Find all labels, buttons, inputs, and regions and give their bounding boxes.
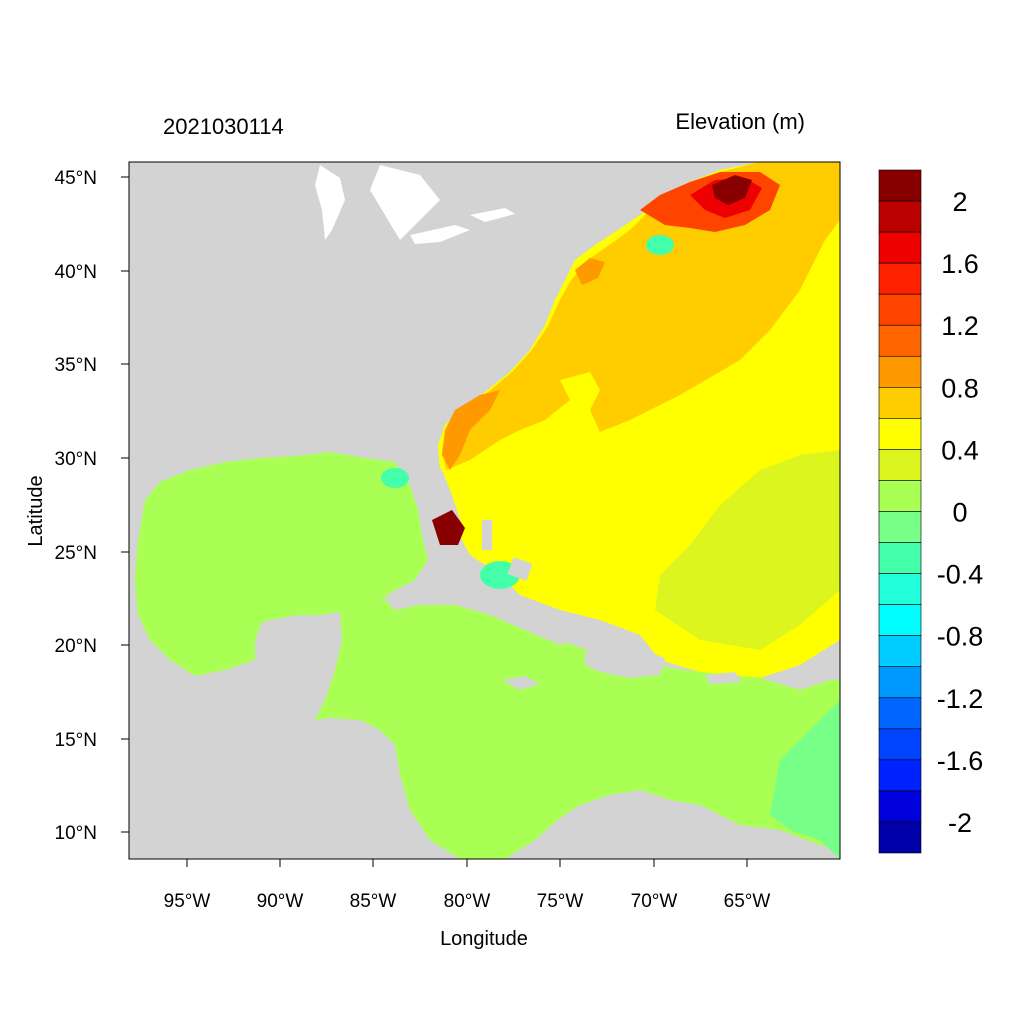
y-tick-label: 10°N: [55, 823, 97, 844]
colorbar-swatch: [878, 418, 922, 450]
timestamp-label: 2021030114: [163, 114, 284, 139]
colorbar-swatch: [878, 573, 922, 605]
florida-surge: [432, 510, 465, 545]
low-florida-gulf: [381, 468, 409, 488]
great-lakes: [315, 165, 345, 240]
x-tick-label: 80°W: [444, 891, 491, 912]
x-axis: 95°W 90°W 85°W 80°W 75°W 70°W 65°W: [164, 859, 771, 912]
y-tick-label: 25°N: [55, 543, 97, 564]
coastal-high-band: [442, 390, 500, 470]
colorbar-swatch: [878, 821, 922, 854]
x-tick-label: 75°W: [537, 891, 584, 912]
low-cape-cod: [646, 235, 674, 255]
x-tick-label: 90°W: [257, 891, 304, 912]
colorbar-label: -0.4: [937, 560, 984, 590]
coastal-high-band-north: [575, 258, 605, 285]
colorbar-swatch: [878, 790, 922, 823]
colorbar-swatch: [878, 635, 922, 668]
colorbar-swatch: [878, 728, 922, 761]
y-axis-title: Latitude: [25, 475, 47, 546]
map-area: [129, 162, 840, 859]
y-tick-label: 30°N: [55, 449, 97, 470]
x-tick-label: 95°W: [164, 891, 211, 912]
colorbar-label: 1.6: [941, 249, 979, 279]
jamaica-land: [502, 676, 540, 690]
colorbar-swatch: [878, 666, 922, 699]
caribbean-sea: [315, 590, 840, 859]
x-tick-label: 85°W: [350, 891, 397, 912]
colorbar-swatch: [878, 480, 922, 512]
east-caribbean-band: [770, 700, 840, 859]
gulf-of-mexico: [135, 452, 428, 676]
hispaniola-land: [585, 645, 665, 678]
colorbar-label: 1.2: [941, 311, 979, 341]
atlantic-shelf-band: [442, 162, 840, 470]
x-tick-label: 70°W: [631, 891, 678, 912]
variable-title: Elevation (m): [675, 109, 805, 134]
gulf-of-maine-peak: [712, 175, 752, 205]
x-axis-title: Longitude: [440, 928, 528, 950]
y-tick-label: 35°N: [55, 355, 97, 376]
x-tick-label: 65°W: [724, 891, 771, 912]
colorbar-label: -1.2: [937, 684, 984, 714]
colorbar-swatch: [878, 169, 922, 202]
great-lakes-4: [470, 208, 515, 222]
cuba-land: [385, 588, 580, 645]
great-lakes-3: [410, 225, 470, 244]
colorbar-swatch: [878, 231, 922, 264]
great-lakes-2: [370, 165, 440, 240]
colorbar: 2 1.6 1.2 0.8 0.4 0 -0.4 -0.8 -1.2 -1.6 -2: [878, 169, 984, 854]
colorbar-swatch: [878, 542, 922, 574]
colorbar-label: 0.4: [941, 435, 979, 465]
colorbar-swatch: [878, 759, 922, 792]
colorbar-swatch: [878, 449, 922, 481]
colorbar-swatch: [878, 293, 922, 326]
map-frame: [128, 161, 841, 860]
yucatan-land: [240, 612, 342, 720]
colorbar-label: -0.8: [937, 622, 984, 652]
puerto-rico-land: [705, 672, 742, 684]
y-tick-label: 15°N: [55, 730, 97, 751]
bahamas-land: [482, 520, 492, 550]
colorbar-swatch: [878, 604, 922, 636]
colorbar-label: -1.6: [937, 746, 984, 776]
colorbar-label: 0.8: [941, 373, 979, 403]
colorbar-swatch: [878, 511, 922, 543]
bahamas-land-2: [507, 557, 533, 581]
colorbar-swatch: [878, 262, 922, 295]
y-tick-label: 20°N: [55, 636, 97, 657]
colorbar-swatch: [878, 387, 922, 419]
south-america-land: [505, 792, 840, 859]
atlantic-east-band: [655, 450, 840, 650]
colorbar-swatch: [878, 697, 922, 730]
colorbar-label: -2: [948, 808, 972, 838]
colorbar-swatch: [878, 355, 922, 388]
colorbar-swatch: [878, 200, 922, 233]
y-tick-label: 45°N: [55, 168, 97, 189]
colorbar-swatch: [878, 324, 922, 357]
y-axis: 45°N 40°N 35°N 30°N 25°N 20°N 15°N 10°N: [55, 168, 129, 844]
colorbar-label: 2: [952, 187, 967, 217]
y-tick-label: 40°N: [55, 262, 97, 283]
colorbar-label: 0: [952, 498, 967, 528]
